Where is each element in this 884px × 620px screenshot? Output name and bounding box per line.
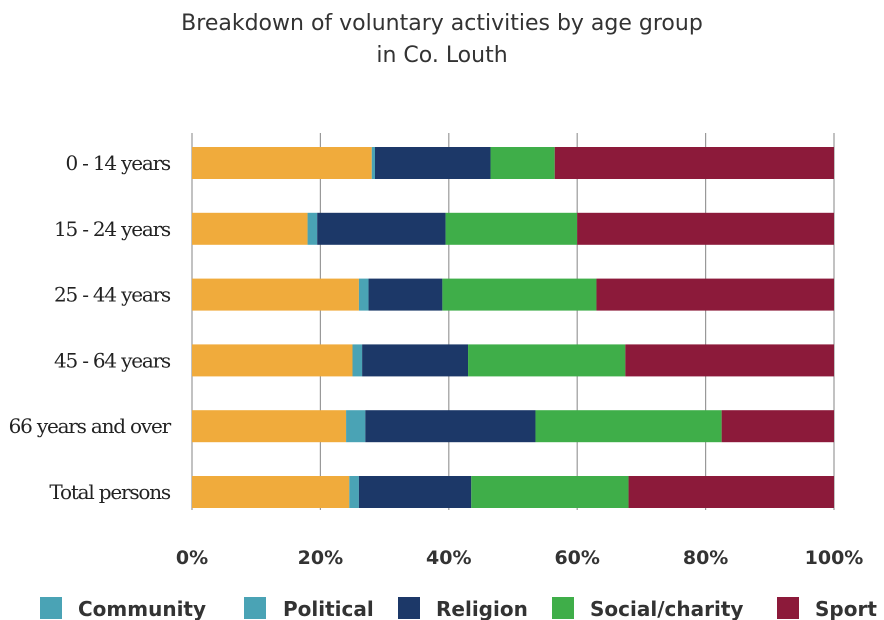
chart-title-line-1: Breakdown of voluntary activities by age… <box>181 11 703 36</box>
legend-swatch-social-charity <box>552 597 574 619</box>
legend-label: Religion <box>436 597 528 620</box>
bar-segment-political-3 <box>352 344 363 377</box>
legend-swatch-religion <box>398 597 420 619</box>
bar-segment-political-2 <box>358 278 369 311</box>
bar-segment-political-1 <box>307 212 318 245</box>
bar-segment-sport-1 <box>577 212 834 245</box>
legend-label: Sport <box>815 597 877 620</box>
bar-segment-political-5 <box>349 476 359 508</box>
bar-segment-religion-0 <box>374 147 491 179</box>
category-label: 25 - 44 years <box>54 283 171 307</box>
bar-segment-sport-4 <box>721 410 834 443</box>
bar-segment-social-charity-5 <box>471 476 629 508</box>
legend-swatch-political <box>244 597 266 619</box>
legend-swatch-community <box>40 597 62 619</box>
bar-segment-community-3 <box>192 344 353 377</box>
bar-segment-social-charity-0 <box>490 147 555 179</box>
legend-swatch-sport <box>777 597 799 619</box>
x-tick-label: 80% <box>683 547 728 569</box>
category-label: 66 years and over <box>9 414 172 438</box>
x-tick-label: 40% <box>426 547 471 569</box>
x-tick-label: 60% <box>554 547 599 569</box>
bar-segment-social-charity-4 <box>535 410 722 443</box>
bar-segment-community-4 <box>192 410 347 443</box>
bar-segment-community-5 <box>192 476 350 508</box>
bar-segment-political-4 <box>346 410 366 443</box>
bar-segment-religion-1 <box>317 212 446 245</box>
bar-segment-sport-2 <box>596 278 834 311</box>
bar-segment-religion-4 <box>365 410 536 443</box>
chart-title: Breakdown of voluntary activities by age… <box>0 8 884 72</box>
bar-segment-sport-0 <box>554 147 834 179</box>
bar-segment-religion-2 <box>368 278 443 311</box>
bar-segment-community-1 <box>192 212 308 245</box>
bar-segment-community-0 <box>192 147 372 179</box>
x-tick-label: 100% <box>805 547 864 569</box>
bar-segment-social-charity-1 <box>445 212 578 245</box>
bar-segment-community-2 <box>192 278 359 311</box>
category-label: 15 - 24 years <box>54 217 171 241</box>
bar-segment-social-charity-2 <box>442 278 597 311</box>
bar-segment-political-0 <box>371 147 375 179</box>
bar-segment-religion-5 <box>358 476 472 508</box>
bar-segment-social-charity-3 <box>468 344 626 377</box>
legend-label: Social/charity <box>590 597 743 620</box>
category-label: Total persons <box>49 480 171 504</box>
bar-segment-religion-3 <box>362 344 469 377</box>
bar-segment-sport-5 <box>628 476 834 508</box>
legend-label: Community <box>78 597 206 620</box>
bar-segment-sport-3 <box>625 344 834 377</box>
legend-label: Political <box>283 597 374 620</box>
category-label: 45 - 64 years <box>54 348 171 372</box>
category-label: 0 - 14 years <box>66 151 171 175</box>
chart-title-line-2: in Co. Louth <box>376 43 508 68</box>
x-tick-label: 0% <box>176 547 208 569</box>
x-tick-label: 20% <box>298 547 343 569</box>
